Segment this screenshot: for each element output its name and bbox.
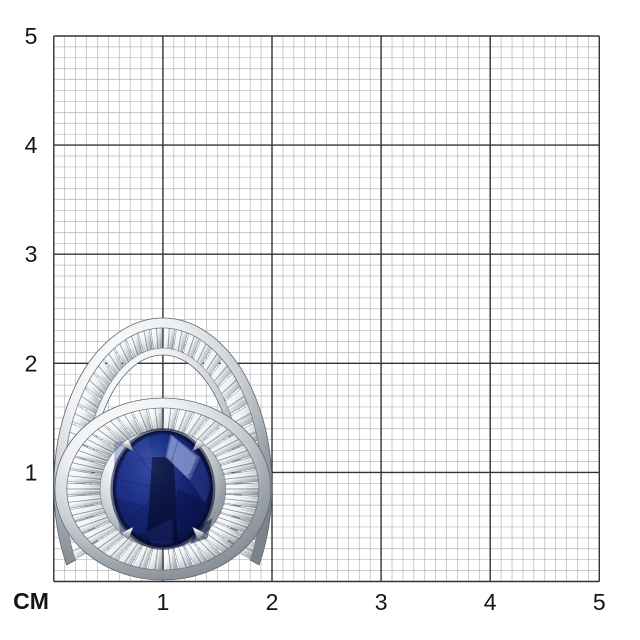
svg-text:1: 1: [157, 589, 170, 615]
svg-text:5: 5: [593, 589, 606, 615]
svg-text:4: 4: [484, 589, 497, 615]
svg-text:2: 2: [25, 350, 38, 376]
svg-text:CM: CM: [13, 588, 49, 614]
svg-text:3: 3: [375, 589, 388, 615]
svg-text:3: 3: [25, 241, 38, 267]
svg-text:2: 2: [266, 589, 279, 615]
svg-text:4: 4: [25, 132, 38, 158]
svg-text:1: 1: [25, 459, 38, 485]
svg-text:5: 5: [25, 23, 38, 49]
